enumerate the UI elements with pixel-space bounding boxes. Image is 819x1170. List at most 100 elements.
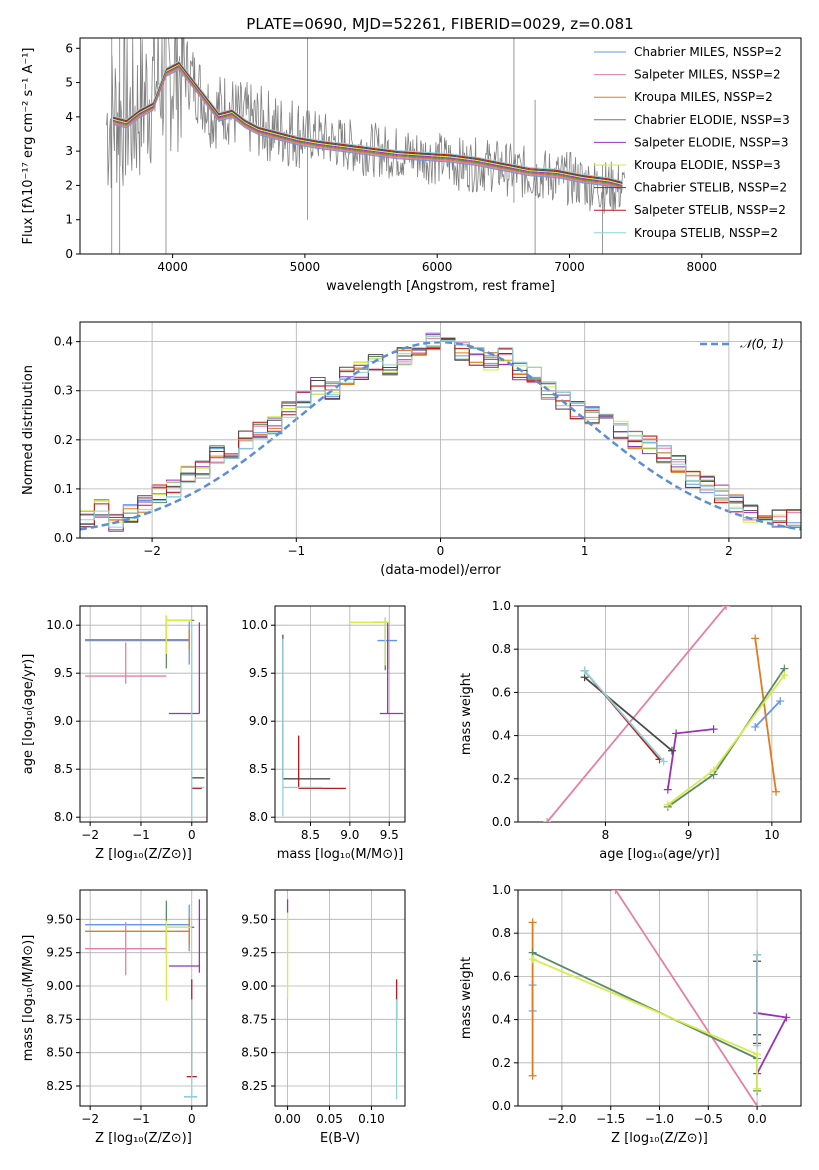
x-axis-label: age [log₁₀(age/yr)]	[599, 847, 720, 862]
y-tick-label: 0.0	[54, 531, 73, 545]
y-axis-label: age [log₁₀(age/yr)]	[21, 654, 36, 775]
x-tick-label: 0	[188, 828, 196, 842]
errorbar-point	[297, 735, 346, 790]
y-axis-label: Normed distribution	[21, 365, 36, 495]
weight-marker	[753, 1041, 762, 1050]
weight-marker	[753, 1050, 762, 1059]
model-fit-line	[112, 60, 623, 182]
y-tick-label: 9.25	[241, 946, 268, 960]
x-tick-label: 9.5	[380, 828, 399, 842]
y-tick-label: 0.0	[492, 815, 511, 829]
x-tick-label: −2	[81, 828, 99, 842]
legend-label: Salpeter STELIB, NSSP=2	[634, 203, 786, 217]
weight-line	[546, 606, 727, 822]
errorbar-plot-area	[85, 615, 205, 822]
x-tick-label: 8.5	[301, 828, 320, 842]
y-tick-label: 2	[65, 178, 73, 192]
legend-label: Salpeter MILES, NSSP=2	[634, 68, 781, 82]
x-tick-label: 9	[685, 828, 693, 842]
x-tick-label: 0.00	[274, 1112, 301, 1126]
x-tick-label: 8000	[687, 260, 718, 274]
y-tick-label: 0.2	[492, 1056, 511, 1070]
errorbar-point	[168, 899, 201, 973]
x-tick-label: −1	[287, 544, 305, 558]
legend-label: Chabrier MILES, NSSP=2	[634, 45, 782, 59]
y-tick-label: 8.5	[249, 762, 268, 776]
y-tick-label: 8.75	[241, 1012, 268, 1026]
errorbar-point	[379, 622, 404, 715]
age-vs-metallicity-panel: −2 −1 0 8.0 8.5 9.0 9.5 10.0 Z [log₁₀(Z/Z⊙)] age …	[21, 605, 208, 862]
legend-label: Kroupa MILES, NSSP=2	[634, 90, 773, 104]
weight-marker	[667, 746, 676, 755]
x-tick-label: −1.5	[596, 1112, 625, 1126]
y-tick-label: 0	[65, 247, 73, 261]
model-fit-line	[112, 65, 623, 187]
axes-frame	[79, 37, 802, 255]
weight-marker	[780, 671, 789, 680]
errorbar-point	[165, 615, 195, 669]
weight-marker	[663, 800, 672, 809]
y-tick-label: 9.25	[46, 946, 73, 960]
y-tick-label: 9.5	[54, 666, 73, 680]
model-fit-line	[112, 61, 623, 183]
x-axis-label: Z [log₁₀(Z/Z⊙)]	[611, 1131, 708, 1146]
y-tick-label: 9.0	[249, 714, 268, 728]
x-tick-label: 6000	[422, 260, 453, 274]
weight-plot-area	[528, 890, 791, 1106]
y-tick-label: 0.6	[492, 685, 511, 699]
model-fit-line	[112, 68, 623, 190]
spectrum-plot-area	[106, 38, 626, 254]
x-axis-label: (data-model)/error	[380, 563, 501, 578]
y-tick-label: 10.0	[46, 618, 73, 632]
errorbar-point	[85, 922, 167, 976]
weight-marker	[580, 666, 589, 675]
model-fit-line	[112, 62, 623, 184]
observed-spectrum-line	[106, 38, 626, 214]
weight-line	[614, 890, 758, 1106]
model-fit-line	[112, 63, 623, 185]
errorbar-point	[165, 920, 192, 1001]
errorbar-point	[349, 617, 390, 666]
y-tick-label: 0.3	[54, 384, 73, 398]
y-tick-label: 9.5	[249, 666, 268, 680]
errorbar-point	[168, 622, 201, 715]
x-axis-label: wavelength [Angstrom, rest frame]	[326, 279, 555, 294]
errorbar-plot-area	[85, 899, 201, 1098]
x-tick-label: −2	[81, 1112, 99, 1126]
weight-line	[667, 668, 786, 808]
x-tick-label: 1	[581, 544, 589, 558]
weight-marker	[772, 787, 781, 796]
weight-marker	[709, 766, 718, 775]
weight-line	[583, 670, 665, 763]
axes-frame	[79, 605, 208, 823]
y-tick-label: 1.0	[492, 883, 511, 897]
x-axis-label: Z [log₁₀(Z/Z⊙)]	[95, 847, 192, 862]
axes-frame	[79, 889, 208, 1107]
weight-marker	[753, 1084, 762, 1093]
y-tick-label: 10.0	[241, 618, 268, 632]
y-tick-label: 0.8	[492, 642, 511, 656]
weight-line	[754, 700, 781, 728]
y-axis-label: mass weight	[459, 673, 474, 755]
errorbar-point	[282, 634, 331, 780]
y-tick-label: 8.5	[54, 762, 73, 776]
x-tick-label: 7000	[554, 260, 585, 274]
y-tick-label: 0.2	[492, 772, 511, 786]
x-tick-label: 0.05	[316, 1112, 343, 1126]
y-tick-label: 8.25	[46, 1079, 73, 1093]
weight-line	[584, 676, 673, 752]
weight-marker	[722, 606, 731, 610]
y-tick-label: 9.50	[46, 912, 73, 926]
y-axis-label: mass [log₁₀(M/M⊙)]	[21, 935, 36, 1062]
y-tick-label: 8.50	[241, 1046, 268, 1060]
x-tick-label: 5000	[290, 260, 321, 274]
mass-vs-ebv-panel: 0.00 0.05 0.10 8.25 8.50 8.75 9.00 9.25 9.50 E(B-…	[241, 889, 406, 1146]
weight-plot-area	[543, 606, 789, 822]
y-tick-label: 8.25	[241, 1079, 268, 1093]
errorbar-point	[85, 642, 167, 684]
weight-marker	[751, 722, 760, 731]
y-tick-label: 8.0	[249, 810, 268, 824]
legend-label: Kroupa ELODIE, NSSP=3	[634, 158, 781, 172]
x-axis-label: mass [log₁₀(M/M⊙)]	[277, 847, 404, 862]
weight-marker	[709, 725, 718, 734]
